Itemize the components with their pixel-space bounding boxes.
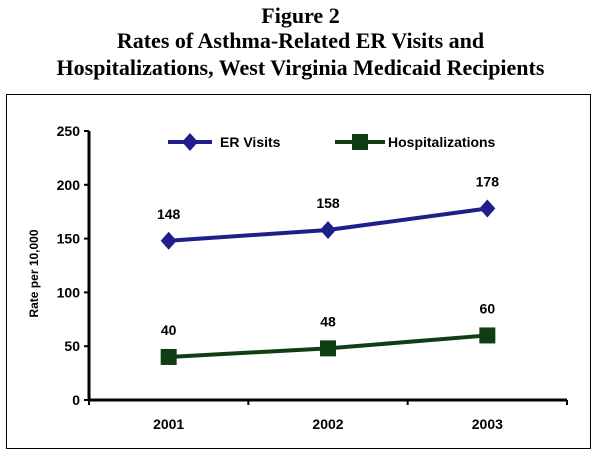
y-tick-label: 250 xyxy=(57,123,81,139)
legend-marker xyxy=(352,134,368,150)
data-label: 178 xyxy=(476,173,500,189)
data-label: 148 xyxy=(157,206,181,222)
figure-label: Figure 2 xyxy=(261,3,340,28)
chart-title-line-1: Rates of Asthma-Related ER Visits and xyxy=(116,28,485,53)
y-tick-label: 0 xyxy=(72,392,80,408)
data-point xyxy=(479,199,496,218)
x-tick-label: 2002 xyxy=(312,416,343,432)
data-point xyxy=(479,327,496,344)
x-tick-label: 2001 xyxy=(153,416,184,432)
legend-label: ER Visits xyxy=(220,134,281,150)
data-label: 60 xyxy=(480,300,496,316)
y-tick-label: 200 xyxy=(57,177,81,193)
y-axis-label: Rate per 10,000 xyxy=(27,229,41,317)
y-tick-label: 150 xyxy=(57,231,81,247)
y-tick-label: 50 xyxy=(64,338,80,354)
data-label: 48 xyxy=(320,313,336,329)
data-point xyxy=(160,231,177,250)
y-tick-label: 100 xyxy=(57,284,81,300)
legend-marker xyxy=(182,133,198,151)
data-point xyxy=(320,340,336,357)
legend-label: Hospitalizations xyxy=(388,134,496,150)
chart-title-line-2: Hospitalizations, West Virginia Medicaid… xyxy=(56,55,545,80)
chart-frame xyxy=(6,94,591,449)
data-label: 40 xyxy=(161,322,177,338)
data-point xyxy=(320,220,336,239)
data-label: 158 xyxy=(316,195,340,211)
data-point xyxy=(160,348,177,365)
x-tick-label: 2003 xyxy=(472,416,503,432)
